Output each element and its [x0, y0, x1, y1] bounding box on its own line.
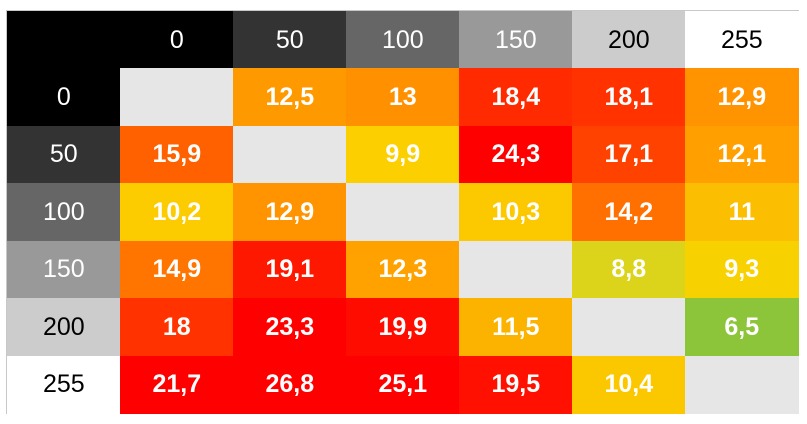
heatmap-cell: 24,3: [459, 125, 573, 184]
row-header: 50: [7, 125, 121, 184]
heatmap-cell: 25,1: [346, 355, 460, 414]
row-header: 200: [7, 298, 121, 357]
heatmap-chart: 0 50 100 150 200 255 0 12,5 13 18,4 18,1 12,9 50 15,9…: [6, 10, 799, 414]
heatmap-cell: 10,3: [459, 183, 573, 242]
heatmap-cell: 26,8: [233, 355, 347, 414]
diagonal-cell: [685, 355, 799, 414]
row-header: 0: [7, 68, 121, 127]
column-header: 200: [572, 11, 686, 70]
heatmap-cell: 19,9: [346, 298, 460, 357]
heatmap-cell: 9,3: [685, 240, 799, 299]
heatmap-cell: 19,1: [233, 240, 347, 299]
column-header: 0: [120, 11, 234, 70]
heatmap-cell: 12,3: [346, 240, 460, 299]
heatmap-cell: 8,8: [572, 240, 686, 299]
heatmap-cell: 21,7: [120, 355, 234, 414]
heatmap-cell: 13: [346, 68, 460, 127]
diagonal-cell: [572, 298, 686, 357]
heatmap-cell: 14,9: [120, 240, 234, 299]
heatmap-cell: 23,3: [233, 298, 347, 357]
heatmap-cell: 12,5: [233, 68, 347, 127]
column-header: 255: [685, 11, 799, 70]
diagonal-cell: [346, 183, 460, 242]
heatmap-cell: 10,2: [120, 183, 234, 242]
heatmap-cell: 10,4: [572, 355, 686, 414]
heatmap-cell: 11: [685, 183, 799, 242]
heatmap-cell: 14,2: [572, 183, 686, 242]
heatmap-cell: 19,5: [459, 355, 573, 414]
heatmap-cell: 18: [120, 298, 234, 357]
diagonal-cell: [233, 125, 347, 184]
row-header: 100: [7, 183, 121, 242]
column-header: 50: [233, 11, 347, 70]
heatmap-cell: 9,9: [346, 125, 460, 184]
heatmap-cell: 6,5: [685, 298, 799, 357]
heatmap-cell: 12,1: [685, 125, 799, 184]
heatmap-cell: 18,1: [572, 68, 686, 127]
heatmap-cell: 12,9: [685, 68, 799, 127]
heatmap-cell: 11,5: [459, 298, 573, 357]
diagonal-cell: [120, 68, 234, 127]
heatmap-cell: 12,9: [233, 183, 347, 242]
heatmap-cell: 17,1: [572, 125, 686, 184]
row-header: 255: [7, 355, 121, 414]
row-header: 150: [7, 240, 121, 299]
column-header: 150: [459, 11, 573, 70]
diagonal-cell: [459, 240, 573, 299]
corner-cell: [7, 11, 121, 70]
column-header: 100: [346, 11, 460, 70]
heatmap-cell: 18,4: [459, 68, 573, 127]
heatmap-cell: 15,9: [120, 125, 234, 184]
